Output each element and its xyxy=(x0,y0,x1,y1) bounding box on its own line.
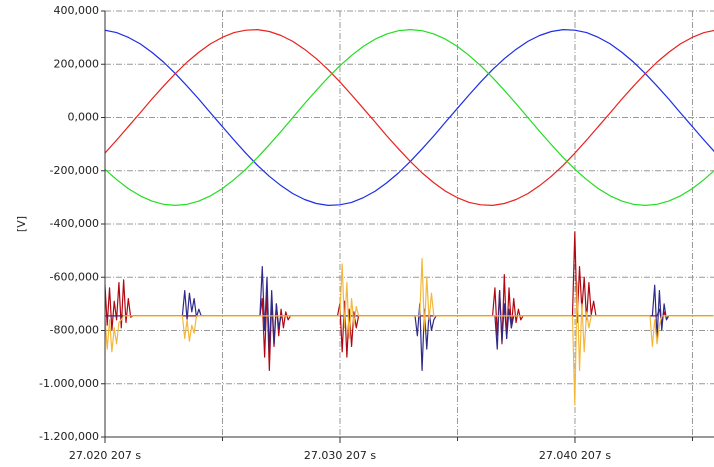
series-line xyxy=(105,258,714,406)
series-line xyxy=(105,266,714,372)
y-tick-label: -400,000 xyxy=(50,217,99,230)
x-tick-label: 27.030 207 s xyxy=(304,449,376,462)
plot-area xyxy=(105,29,714,406)
x-tick-label: 27.020 207 s xyxy=(69,449,141,462)
y-tick-label: -1.000,000 xyxy=(39,377,99,390)
x-tick-label: 27.040 207 s xyxy=(539,449,611,462)
y-tick-label: -600,000 xyxy=(50,270,99,283)
y-tick-label: 0,000 xyxy=(68,111,100,124)
grid xyxy=(104,10,714,438)
y-axis-label: [V] xyxy=(15,216,28,232)
y-tick-label: 200,000 xyxy=(54,57,100,70)
series-line xyxy=(105,231,714,372)
series-line xyxy=(105,29,714,206)
y-tick-label: -800,000 xyxy=(50,324,99,337)
series-line xyxy=(105,29,714,206)
y-tick-label: -200,000 xyxy=(50,164,99,177)
y-tick-label: -1.200,000 xyxy=(39,430,99,443)
y-tick-label: 400,000 xyxy=(54,4,100,17)
